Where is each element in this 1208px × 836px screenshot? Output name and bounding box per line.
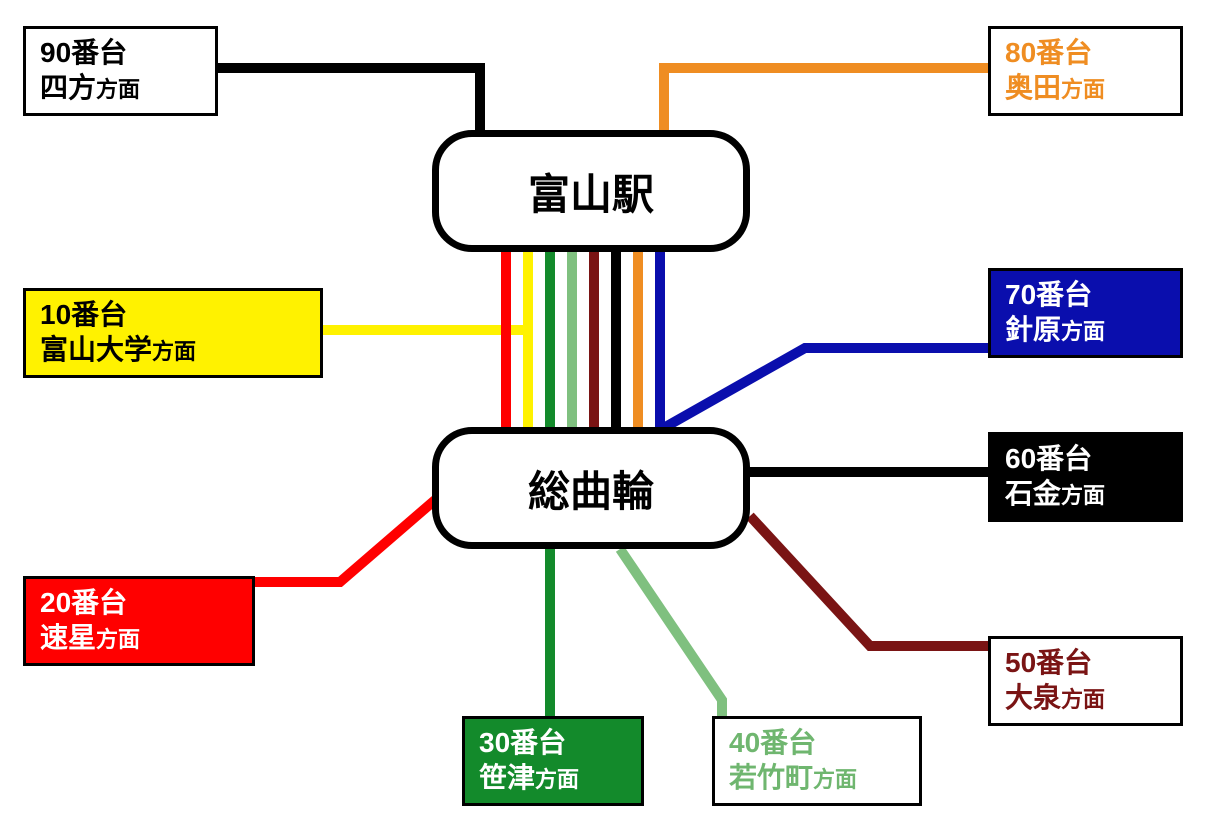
hub-label: 総曲輪 [528, 458, 654, 519]
route-destination-line: 笹津方面 [479, 760, 627, 795]
route-number: 20番台 [40, 585, 238, 620]
route-line-r90 [218, 68, 480, 135]
route-number: 50番台 [1005, 645, 1166, 680]
route-box-20: 20番台 速星方面 [23, 576, 255, 666]
route-number: 10番台 [40, 297, 306, 332]
diagram-canvas: 富山駅 総曲輪 90番台 四方方面 80番台 奥田方面 10番台 富山大学方面 … [0, 0, 1208, 836]
route-box-40: 40番台 若竹町方面 [712, 716, 922, 806]
route-destination-line: 石金方面 [1005, 476, 1166, 511]
route-destination-line: 針原方面 [1005, 312, 1166, 347]
route-destination-line: 速星方面 [40, 620, 238, 655]
route-destination-line: 富山大学方面 [40, 332, 306, 367]
hub-toyama-station: 富山駅 [432, 130, 750, 252]
route-box-30: 30番台 笹津方面 [462, 716, 644, 806]
route-destination-line: 四方方面 [40, 70, 201, 105]
route-destination-line: 大泉方面 [1005, 680, 1166, 715]
hub-label: 富山駅 [528, 161, 654, 222]
route-box-10: 10番台 富山大学方面 [23, 288, 323, 378]
route-box-80: 80番台 奥田方面 [988, 26, 1183, 116]
route-destination-line: 若竹町方面 [729, 760, 905, 795]
route-number: 90番台 [40, 35, 201, 70]
route-box-90: 90番台 四方方面 [23, 26, 218, 116]
route-number: 80番台 [1005, 35, 1166, 70]
route-box-60: 60番台 石金方面 [988, 432, 1183, 522]
hub-sogawa: 総曲輪 [432, 427, 750, 549]
route-line-r10 [323, 250, 528, 430]
route-number: 60番台 [1005, 441, 1166, 476]
route-box-50: 50番台 大泉方面 [988, 636, 1183, 726]
route-number: 70番台 [1005, 277, 1166, 312]
route-box-70: 70番台 針原方面 [988, 268, 1183, 358]
route-destination-line: 奥田方面 [1005, 70, 1166, 105]
route-number: 40番台 [729, 725, 905, 760]
route-number: 30番台 [479, 725, 627, 760]
